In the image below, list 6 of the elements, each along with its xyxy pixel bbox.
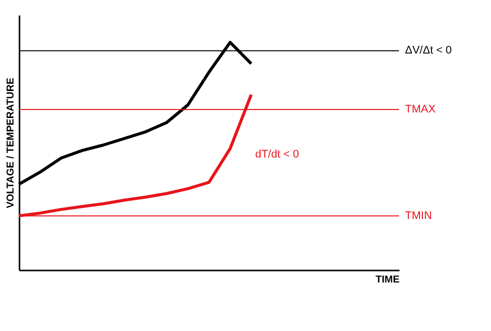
ref-line-label: ΔV/Δt < 0 bbox=[405, 44, 452, 57]
y-axis-title: VOLTAGE / TEMPERATURE bbox=[6, 77, 16, 208]
annotation: dT/dt < 0 bbox=[255, 148, 299, 160]
x-axis-title: TIME bbox=[376, 274, 400, 286]
ref-line-label: TMIN bbox=[405, 210, 432, 222]
ref-line-label: TMAX bbox=[405, 103, 436, 116]
